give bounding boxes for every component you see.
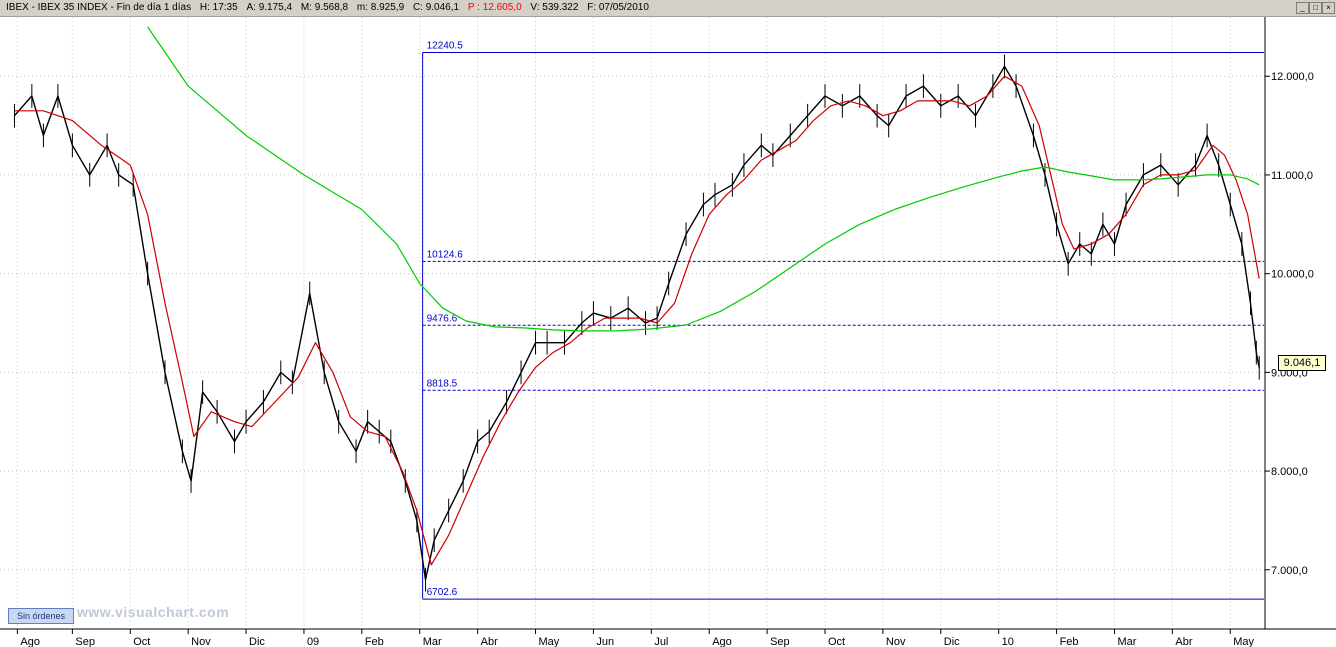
y-tick-label: 10.000,0 [1271, 269, 1314, 281]
y-tick-label: 8.000,0 [1271, 466, 1308, 478]
x-tick-label: Mar [1117, 636, 1136, 647]
x-tick-label: Sep [770, 636, 790, 647]
sin-ordenes-button[interactable]: Sin órdenes [8, 608, 74, 624]
x-tick-label: Oct [133, 636, 150, 647]
x-tick-label: Ago [20, 636, 40, 647]
header-open: A: 9.175,4 [246, 2, 293, 13]
header-p: P : 12.605,0 [467, 2, 522, 13]
short-moving-average-line [14, 75, 1260, 566]
level-label: 9476.6 [427, 313, 458, 324]
chart-header-bar: IBEX - IBEX 35 INDEX - Fin de día 1 días… [0, 0, 1336, 17]
header-date: F: 07/05/2010 [587, 2, 649, 13]
long-moving-average-line [147, 26, 1260, 332]
x-tick-label: Dic [249, 636, 265, 647]
level-label: 6702.6 [427, 587, 458, 598]
x-tick-label: Dic [944, 636, 960, 647]
level-label: 8818.5 [427, 378, 458, 389]
x-tick-label: Sep [75, 636, 95, 647]
x-tick-label: May [1233, 636, 1254, 647]
x-tick-label: May [539, 636, 560, 647]
x-tick-label: Ago [712, 636, 732, 647]
x-tick-label: Nov [191, 636, 211, 647]
y-axis-panel [1265, 17, 1336, 629]
y-tick-label: 7.000,0 [1271, 565, 1308, 577]
maximize-icon[interactable]: □ [1309, 2, 1322, 14]
x-tick-label: 10 [1002, 636, 1014, 647]
y-tick-label: 12.000,0 [1271, 71, 1314, 83]
header-close: C: 9.046,1 [412, 2, 460, 13]
x-tick-label: Abr [1175, 636, 1192, 647]
x-tick-label: Jun [596, 636, 614, 647]
price-chart[interactable]: 7.000,08.000,09.000,010.000,011.000,012.… [0, 17, 1336, 647]
price-series-line [13, 65, 1260, 581]
header-time: H: 17:35 [199, 2, 238, 13]
last-price-badge: 9.046,1 [1278, 355, 1326, 371]
level-label: 10124.6 [427, 249, 464, 260]
header-title: IBEX - IBEX 35 INDEX - Fin de día 1 días [6, 2, 192, 13]
y-tick-label: 11.000,0 [1271, 170, 1313, 182]
level-label: 12240.5 [427, 40, 464, 51]
x-tick-label: Abr [481, 636, 498, 647]
close-icon[interactable]: × [1322, 2, 1335, 14]
x-tick-label: Jul [654, 636, 668, 647]
x-tick-label: Feb [1060, 636, 1079, 647]
x-tick-label: Feb [365, 636, 384, 647]
minimize-icon[interactable]: _ [1296, 2, 1309, 14]
header-high: M: 9.568,8 [300, 2, 349, 13]
x-tick-label: Mar [423, 636, 442, 647]
x-tick-label: Oct [828, 636, 845, 647]
header-volume: V: 539.322 [530, 2, 579, 13]
watermark-text: www.visualchart.com [77, 604, 230, 620]
x-tick-label: 09 [307, 636, 319, 647]
x-tick-label: Nov [886, 636, 906, 647]
header-low: m: 8.925,9 [356, 2, 405, 13]
